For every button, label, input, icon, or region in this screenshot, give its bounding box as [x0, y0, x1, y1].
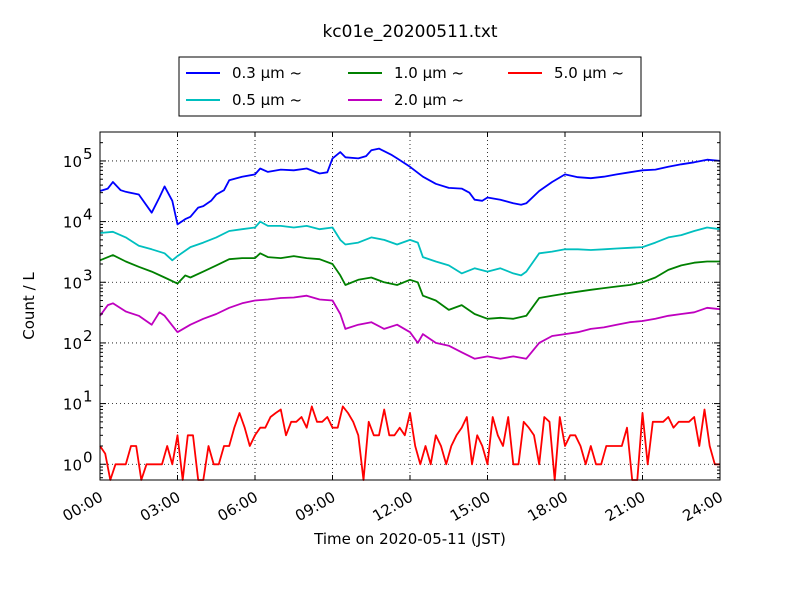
plot-area [99, 131, 721, 481]
y-tick-label-base: 10 [63, 335, 82, 353]
series-line-1 [99, 220, 721, 277]
legend-label: 0.3 μm ~ [232, 64, 302, 82]
y-tick-label-exp: 0 [83, 448, 93, 466]
legend-item: 1.0 μm ~ [348, 64, 464, 82]
series-line-0 [99, 147, 721, 226]
ticks [99, 131, 721, 480]
legend-item: 0.5 μm ~ [186, 91, 302, 109]
x-axis-label: Time on 2020-05-11 (JST) [313, 530, 506, 548]
y-tick-label: 10 2 [63, 327, 93, 353]
legend-item: 5.0 μm ~ [508, 64, 624, 82]
legend-item: 2.0 μm ~ [348, 91, 464, 109]
y-tick-label-base: 10 [63, 214, 82, 232]
y-tick-label: 10 0 [63, 448, 93, 474]
y-tick-label-exp: 2 [83, 327, 93, 345]
series-group [99, 147, 721, 481]
legend-label: 1.0 μm ~ [394, 64, 464, 82]
y-tick-label-base: 10 [63, 396, 82, 414]
plot-background [100, 132, 720, 480]
grid [100, 132, 720, 480]
y-tick-label-base: 10 [63, 274, 82, 292]
y-tick-label-exp: 3 [83, 266, 93, 284]
y-tick-label-exp: 4 [83, 206, 93, 224]
legend-frame [178, 56, 642, 117]
legend-label: 0.5 μm ~ [232, 91, 302, 109]
legend-label: 5.0 μm ~ [554, 64, 624, 82]
y-axis-label: Count / L [20, 272, 38, 340]
series-line-2 [99, 252, 720, 320]
y-tick-label-exp: 5 [83, 145, 93, 163]
y-tick-label-base: 10 [63, 456, 82, 474]
y-tick-label: 10 3 [63, 266, 93, 292]
legend: 0.3 μm ~ 0.5 μm ~ 1.0 μm ~ 2.0 μm ~ 5.0 μm ~ [178, 56, 642, 117]
legend-item: 0.3 μm ~ [186, 64, 302, 82]
y-tick-label-exp: 1 [83, 388, 93, 406]
series-line-3 [99, 294, 721, 360]
chart-title: kc01e_20200511.txt [322, 22, 497, 42]
y-tick-label: 10 4 [63, 206, 93, 232]
y-tick-label: 10 5 [63, 145, 93, 171]
legend-label: 2.0 μm ~ [394, 91, 464, 109]
y-tick-label-base: 10 [63, 153, 82, 171]
y-tick-label: 10 1 [63, 388, 93, 414]
